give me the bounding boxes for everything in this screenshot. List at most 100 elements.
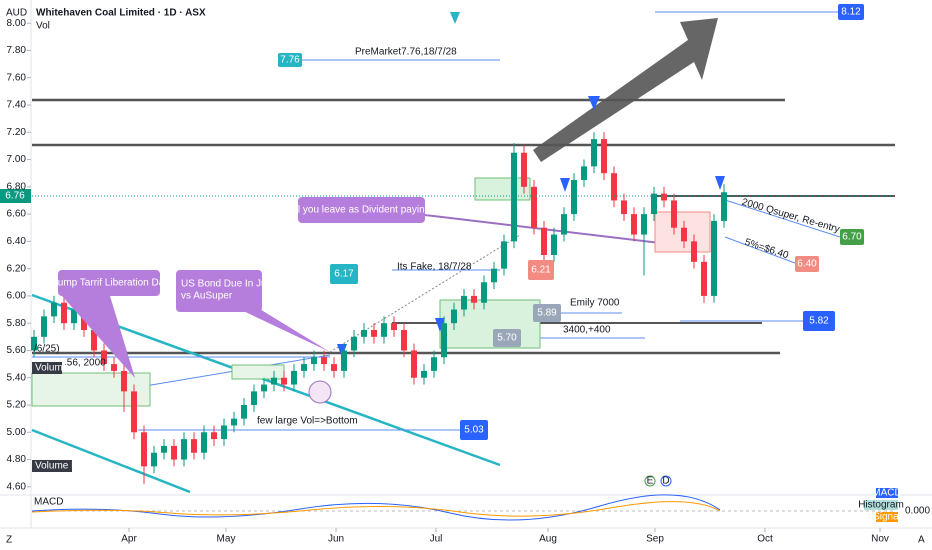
candle-body (481, 282, 487, 303)
callout (298, 197, 425, 223)
big-arrow (533, 18, 718, 162)
arrow-marker (450, 12, 460, 24)
zone-box (31, 372, 151, 407)
candle-body (151, 452, 157, 467)
candle-body (381, 323, 387, 337)
macd-zero: 0.000 (905, 506, 930, 517)
candle-body (601, 139, 607, 174)
candle-body (491, 268, 497, 283)
candle-body (121, 370, 127, 392)
callout-pointer (62, 278, 135, 378)
candle-body (541, 227, 547, 255)
corner-button[interactable]: Z (6, 535, 12, 546)
arrow-marker (435, 318, 445, 332)
candle-body (181, 439, 187, 460)
y-tick-label: 5.20 (7, 400, 27, 411)
candle-body (191, 439, 197, 453)
candle-body (71, 309, 77, 324)
macd-line (31, 494, 721, 521)
macd-tag-text: MACD (872, 488, 901, 499)
trend-line (31, 428, 191, 494)
current-price-tag (0, 189, 31, 203)
x-tick-label: May (217, 534, 236, 545)
candle-body (501, 241, 507, 269)
candle-body (101, 350, 107, 365)
candle-body (111, 364, 117, 371)
candle-body (201, 432, 207, 453)
candle-body (531, 186, 537, 228)
candle-body (301, 364, 307, 371)
legend-tag-text: Volume (35, 363, 69, 374)
candle-body (701, 261, 707, 296)
price-tag-text: 6.21 (531, 265, 551, 276)
note: Emily 7000 (570, 298, 620, 309)
y-tick-label: 7.00 (7, 154, 27, 165)
callout (58, 270, 160, 296)
highlight-circle (308, 380, 332, 404)
candle-body (371, 330, 377, 337)
x-tick-label: Nov (871, 534, 889, 545)
candle-body (341, 350, 347, 371)
price-tag-text: 8.12 (841, 7, 861, 18)
labels: AUD Whitehaven Coal Limited · 1D · ASX V… (0, 4, 930, 546)
candle-body (411, 350, 417, 378)
y-tick-label: 6.60 (7, 209, 27, 220)
ray (724, 236, 796, 264)
candle-body (571, 180, 577, 215)
candle-body (211, 432, 217, 440)
candle-body (471, 295, 477, 303)
price-tag-text: 5.89 (537, 308, 557, 319)
price-tag (528, 260, 554, 280)
candle-body (721, 192, 727, 221)
candle-body (621, 200, 627, 215)
arrow-marker (715, 176, 725, 190)
candle-body (221, 425, 227, 440)
candle-body (461, 295, 467, 310)
price-tag (533, 304, 561, 322)
candle-body (631, 214, 637, 235)
macd-tag (876, 488, 898, 498)
candle-body (161, 445, 167, 453)
y-tick-label: 7.20 (7, 127, 27, 138)
candle-body (91, 330, 97, 351)
symbol-title: Whitehaven Coal Limited · 1D · ASX (36, 8, 206, 19)
price-tag-text: 5.70 (497, 333, 517, 344)
candle-body (281, 377, 287, 385)
candle-body (141, 432, 147, 467)
x-tick-label: Apr (121, 534, 137, 545)
price-tag (838, 4, 864, 20)
y-tick-label: 5.40 (7, 372, 27, 383)
candle-body (431, 357, 437, 371)
corner-button[interactable]: A (918, 535, 925, 546)
candle-body (331, 364, 337, 371)
price-tag (840, 229, 864, 245)
price-tag-text: 5.03 (464, 425, 484, 436)
candle-body (661, 193, 667, 201)
candle-body (361, 330, 367, 337)
candle-body (511, 152, 517, 242)
macd-title: MACD (34, 497, 63, 508)
price-tag-text: 5.82 (809, 316, 829, 327)
candle-body (231, 418, 237, 426)
ray (724, 199, 841, 238)
candle-body (401, 330, 407, 351)
x-tick-label: Sep (646, 534, 664, 545)
candles (27, 22, 727, 488)
candle-body (251, 391, 257, 405)
candle-body (441, 323, 447, 358)
candle-body (31, 336, 37, 351)
y-tick-label: 5.80 (7, 318, 27, 329)
candle-body (581, 166, 587, 180)
price-tag (795, 256, 819, 272)
candle-body (711, 220, 717, 296)
candle-body (51, 302, 57, 317)
y-tick-label: 4.60 (7, 481, 27, 492)
legend-tag (32, 362, 62, 374)
arrow-marker (588, 96, 600, 110)
zone-box (231, 364, 285, 380)
note: PreMarket7.76,18/7/28 (355, 47, 457, 58)
legend-tag (32, 460, 72, 472)
x-tick-label: Jul (430, 534, 443, 545)
callout-text: Trump Tarrif Liberation Day (49, 278, 170, 289)
